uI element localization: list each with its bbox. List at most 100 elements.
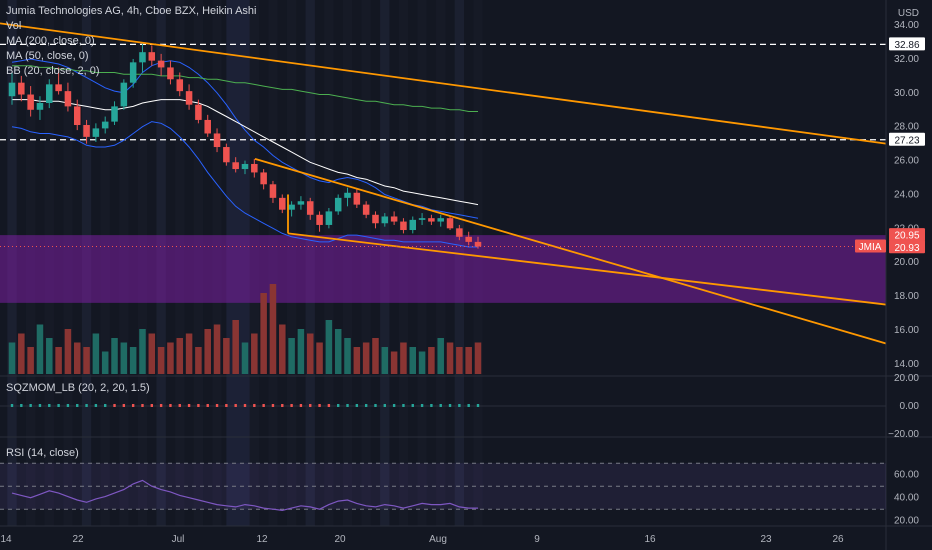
squeeze-tick-label: 20.00 [894, 373, 919, 384]
legend-vol[interactable]: Vol [6, 20, 22, 32]
last-price-tag: 20.93 [894, 243, 919, 254]
volume-bar [111, 338, 118, 374]
last-high-tag-bg [889, 228, 925, 242]
time-tick-label: 20 [334, 534, 346, 545]
volume-bar [223, 338, 230, 374]
time-axis[interactable]: 14 22 Jul 12 20 Aug 9 16 23 26 [0, 534, 844, 545]
squeeze-dot [29, 404, 32, 407]
candle-body [18, 82, 25, 95]
volume-bar [167, 342, 174, 374]
volume-bar [8, 342, 16, 374]
squeeze-dot [383, 404, 386, 407]
volume-bar [353, 347, 361, 374]
squeeze-dot [38, 404, 42, 407]
bb-upper [11, 58, 479, 219]
squeeze-dot [131, 404, 135, 407]
volume-bar [437, 338, 444, 374]
squeeze-dot [448, 404, 452, 407]
volume-bar [18, 333, 25, 374]
squeeze-dot [122, 404, 126, 407]
volume-bar [64, 329, 72, 374]
squeeze-dot [113, 404, 116, 407]
volume-bar [129, 347, 137, 374]
candle-body [139, 52, 146, 63]
squeeze-dot [206, 404, 209, 407]
price-axis[interactable]: 34.0032.0030.0028.0026.0024.0022.0020.00… [888, 8, 919, 527]
candle-body [269, 184, 277, 198]
time-tick-label: 9 [534, 534, 540, 545]
volume-bar [316, 342, 323, 374]
volume-bar [260, 293, 267, 374]
candle-body [241, 163, 249, 170]
volume-bar [27, 347, 34, 374]
last-high-tag: 20.95 [894, 231, 919, 242]
lower-level-tag: 27.23 [894, 135, 919, 146]
candle-body [418, 218, 426, 220]
squeeze-dot [346, 404, 349, 407]
candle-body [8, 82, 16, 97]
volume-bar [185, 333, 193, 374]
volume-bar [55, 347, 62, 374]
rsi-tick-label: 20.00 [894, 516, 919, 527]
legend-ma50[interactable]: MA (50, close, 0) [6, 50, 89, 62]
volume-bar [325, 320, 333, 374]
price-tick-label: 16.00 [894, 325, 919, 336]
candle-body [409, 219, 417, 231]
candle-body [372, 214, 379, 224]
chart-title[interactable]: Jumia Technologies AG, 4h, Cboe BZX, Hei… [6, 5, 257, 17]
price-tick-label: 28.00 [894, 122, 919, 133]
bb-lower [11, 121, 478, 248]
rsi-title[interactable]: RSI (14, close) [6, 447, 79, 459]
squeeze-dot [76, 404, 79, 407]
candle-body [288, 204, 295, 210]
trendlines[interactable] [0, 22, 887, 345]
legend-ma200[interactable]: MA (200, close, 0) [6, 35, 95, 47]
legend-bb[interactable]: BB (20, close, 2, 0) [6, 65, 100, 77]
candle-body [456, 228, 463, 237]
volume-bar [195, 347, 202, 374]
upper-level-tag: 32.86 [894, 40, 919, 51]
candle-body [232, 162, 239, 170]
squeeze-dot [309, 404, 312, 407]
volume-bar [213, 324, 221, 374]
volume-bars [8, 284, 482, 374]
candle-body [101, 121, 109, 129]
candle-body [120, 82, 128, 107]
candle-body [344, 192, 351, 198]
squeeze-dot [48, 404, 51, 407]
candle-body [316, 214, 323, 225]
squeeze-dot [467, 404, 470, 407]
squeeze-title[interactable]: SQZMOM_LB (20, 2, 20, 1.5) [6, 382, 150, 394]
candle-body [381, 216, 389, 224]
ma50-line [12, 99, 479, 206]
squeeze-dot [318, 404, 321, 407]
squeeze-dot [374, 404, 377, 407]
upper-level-tag-bg [889, 37, 925, 51]
squeeze-dot [94, 404, 98, 407]
candle-body [111, 106, 118, 122]
squeeze-dot [234, 404, 237, 407]
volume-bar [288, 338, 295, 374]
squeeze-dot [150, 404, 153, 407]
rsi-panel [0, 462, 886, 512]
squeeze-dot [187, 404, 191, 407]
lower-level-tag-bg [889, 132, 925, 146]
price-tick-label: 20.00 [894, 257, 919, 268]
moving-averages [12, 65, 479, 206]
candle-body [325, 211, 333, 225]
volume-bar [204, 329, 211, 374]
candle-body [36, 102, 44, 110]
volume-bar [139, 329, 146, 374]
volume-bar [306, 333, 314, 374]
candle-body [437, 218, 444, 222]
volume-bar [381, 347, 389, 374]
candle-body [465, 236, 472, 242]
squeeze-dot [243, 404, 247, 407]
volume-bar [334, 329, 342, 374]
rsi-legend: RSI (14, close) [6, 446, 79, 461]
candle-body [148, 52, 156, 61]
price-tick-label: 34.00 [894, 20, 919, 31]
squeeze-dot [355, 404, 359, 407]
